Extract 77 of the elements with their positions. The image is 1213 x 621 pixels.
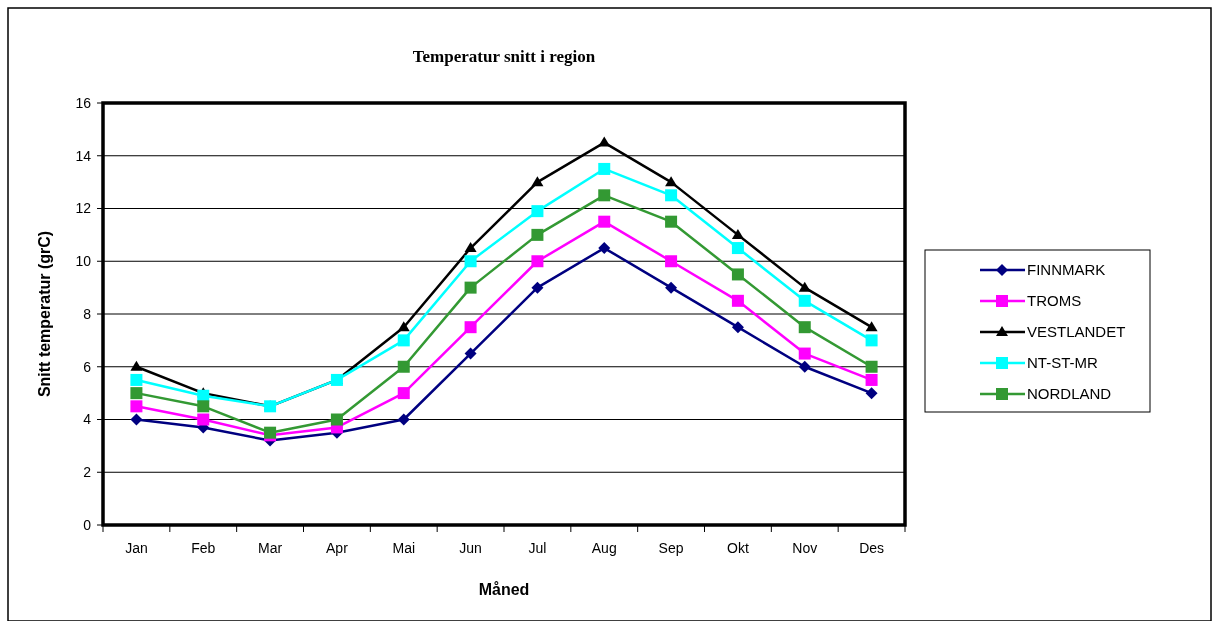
point (598, 162, 611, 175)
point (598, 136, 611, 147)
point (665, 176, 678, 187)
y-tick-label: 8 (83, 305, 92, 322)
legend-label: TROMS (1027, 292, 1082, 310)
point (731, 268, 744, 281)
point (330, 413, 343, 426)
point (798, 347, 811, 360)
point (397, 334, 410, 347)
point (798, 294, 811, 307)
point (197, 400, 210, 413)
x-tick-label: Feb (191, 540, 216, 556)
point (397, 413, 410, 426)
y-tick-label: 2 (83, 464, 92, 481)
x-tick-label: Apr (326, 540, 349, 556)
x-tick-label: Jun (459, 540, 482, 556)
point (798, 281, 811, 292)
legend-label: FINNMARK (1027, 261, 1106, 279)
x-tick-label: Jul (528, 540, 547, 556)
x-tick-label: Aug (591, 540, 617, 556)
point (798, 360, 811, 373)
point (865, 373, 878, 386)
point (397, 360, 410, 373)
point (531, 176, 544, 187)
point (531, 205, 544, 218)
point (464, 255, 477, 268)
point (598, 215, 611, 228)
point (397, 321, 410, 332)
x-tick-label: Des (859, 540, 885, 556)
point (731, 294, 744, 307)
point (731, 242, 744, 255)
point (865, 321, 878, 332)
x-tick-label: Mai (392, 540, 416, 556)
x-tick-label: Mar (258, 540, 283, 556)
point (865, 387, 878, 400)
y-tick-label: 12 (75, 200, 92, 217)
point (731, 228, 744, 239)
point (865, 360, 878, 373)
point (598, 242, 611, 255)
point (464, 321, 477, 334)
point (197, 413, 210, 426)
y-tick-label: 0 (83, 516, 92, 533)
point (130, 387, 143, 400)
point (130, 413, 143, 426)
y-axis-title: Snitt temperatur (grC) (36, 230, 53, 398)
point (397, 387, 410, 400)
x-tick-label: Nov (792, 540, 818, 556)
point (464, 347, 477, 360)
point (665, 255, 678, 268)
y-tick-label: 10 (75, 253, 92, 270)
legend-label: VESTLANDET (1027, 323, 1126, 341)
x-tick-label: Sep (658, 540, 684, 556)
point (665, 281, 678, 294)
legend-label: NORDLAND (1027, 385, 1112, 403)
chart-title: Temperatur snitt i region (412, 47, 596, 66)
y-tick-label: 4 (83, 411, 92, 428)
x-tick-label: Okt (727, 540, 749, 556)
point (130, 360, 143, 371)
x-tick-label: Jan (125, 540, 148, 556)
point (665, 189, 678, 202)
point (598, 189, 611, 202)
y-tick-label: 14 (75, 147, 92, 164)
point (464, 242, 477, 253)
x-axis-title: Måned (478, 581, 530, 598)
y-tick-label: 16 (75, 94, 92, 111)
point (531, 228, 544, 241)
point (665, 215, 678, 228)
point (531, 255, 544, 268)
point (130, 400, 143, 413)
point (464, 281, 477, 294)
point (798, 321, 811, 334)
point (865, 334, 878, 347)
y-tick-label: 6 (83, 358, 92, 375)
point (130, 373, 143, 386)
legend-label: NT-ST-MR (1027, 354, 1098, 372)
point (731, 321, 744, 334)
point (531, 281, 544, 294)
